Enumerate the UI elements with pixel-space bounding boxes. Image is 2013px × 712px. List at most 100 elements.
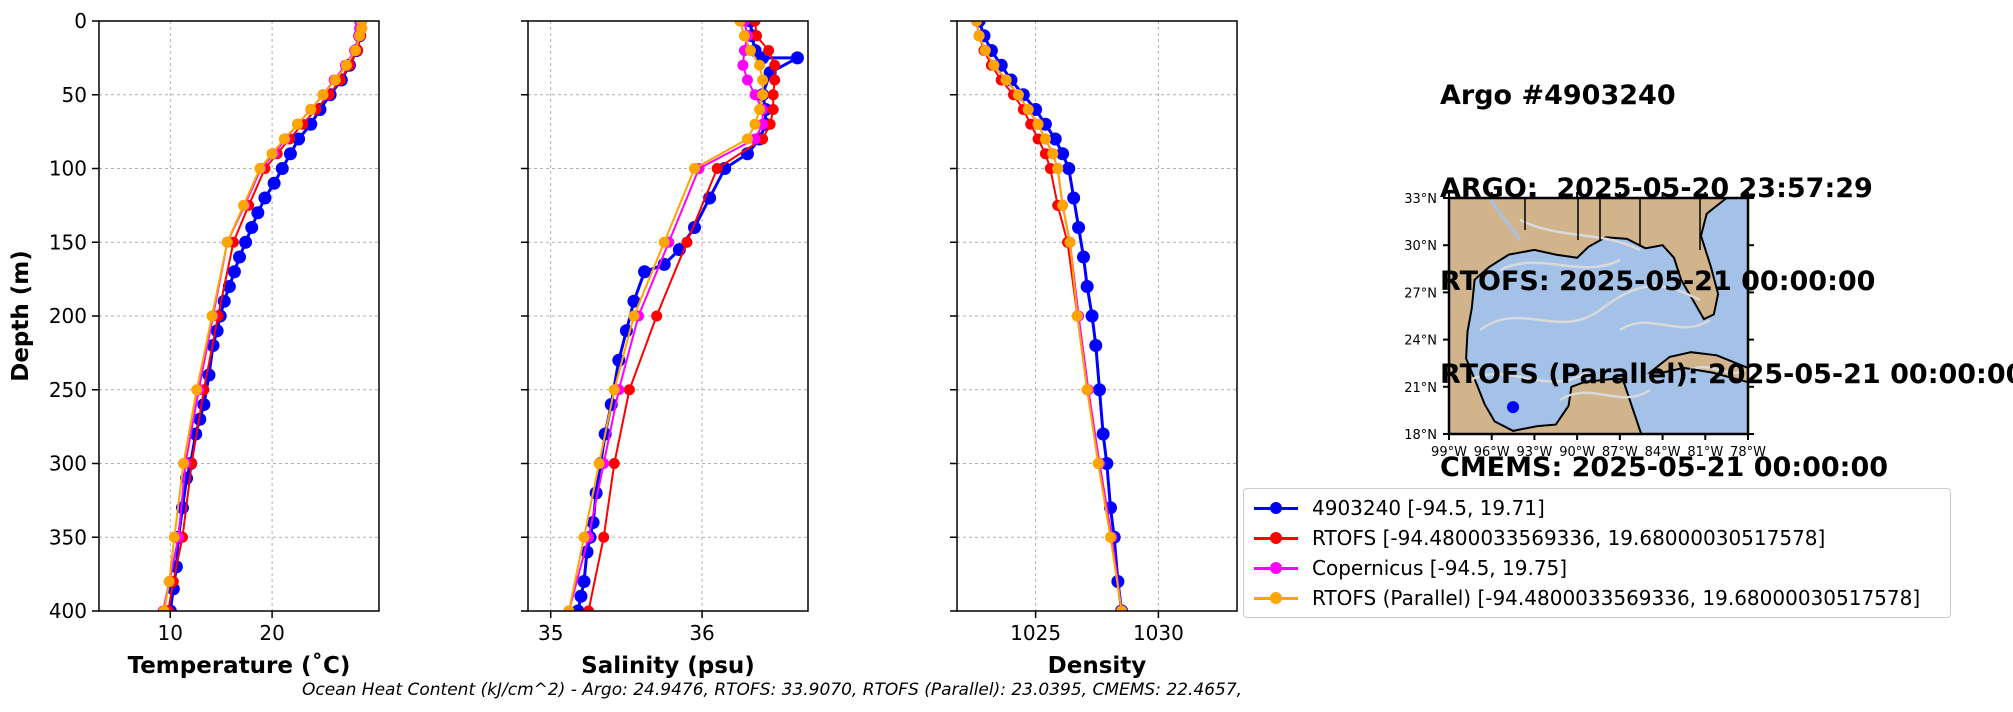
data-point-rtofs-parallel [563, 605, 575, 611]
data-point-rtofs-parallel [1105, 531, 1117, 543]
legend-marker-rtofs-parallel [1254, 583, 1298, 613]
data-point-rtofs [764, 118, 776, 130]
gulf-location-map: 33°N 30°N 27°N 24°N 21°N 18°N 99°W 96°W 93°W 90°W… [1404, 192, 1766, 460]
lat-tick-label: 21°N [1404, 381, 1437, 396]
lon-tick-label: 99°W [1431, 445, 1467, 460]
ohc-footer: Ocean Heat Content (kJ/cm^2) - Argo: 24.… [302, 680, 1243, 700]
data-point-rtofs-parallel [741, 133, 753, 145]
data-point-rtofs-parallel [1032, 118, 1044, 130]
x-tick-label: 1025 [1010, 621, 1061, 645]
series-line-rtofs [587, 21, 776, 611]
data-point-rtofs-parallel [278, 133, 290, 145]
water-area [1465, 198, 1748, 434]
data-point-rtofs-parallel [971, 21, 983, 27]
data-point-rtofs [749, 21, 761, 27]
data-point-rtofs-parallel [658, 236, 670, 248]
lon-tick-label: 81°W [1687, 445, 1723, 460]
profile-panel-temperature-c: 10 20050100150200250300350400Temperature … [8, 9, 380, 679]
x-tick-label: 35 [538, 621, 563, 645]
legend-entry-rtofs-parallel: RTOFS (Parallel) [-94.4800033569336, 19.… [1244, 583, 1920, 613]
data-point-rtofs [767, 89, 779, 101]
profile-panel-salinity-psu: 35 36 Salinity (psu) [521, 20, 809, 679]
data-point-rtofs [767, 104, 779, 115]
lat-tick-label: 24°N [1404, 334, 1437, 349]
data-point-4903240 [258, 191, 272, 205]
data-point-rtofs-parallel [206, 310, 218, 322]
y-tick-label: 50 [62, 83, 87, 107]
data-point-4903240 [1092, 383, 1106, 397]
profile-panel-density: 1025 1030 Density [950, 20, 1238, 679]
data-point-rtofs-parallel [178, 458, 190, 469]
data-point-4903240 [227, 265, 241, 279]
data-point-4903240 [571, 604, 585, 611]
legend-entry-copernicus: Copernicus [-94.5, 19.75] [1244, 553, 1567, 583]
lon-tick-label: 78°W [1730, 445, 1766, 460]
data-point-rtofs [757, 133, 769, 145]
data-point-4903240 [638, 265, 652, 279]
data-point-4903240 [197, 398, 211, 411]
data-point-4903240 [233, 250, 247, 264]
data-point-rtofs-parallel [754, 59, 766, 71]
legend-marker-argo [1254, 493, 1298, 523]
x-tick-label: 20 [259, 621, 284, 645]
data-point-rtofs [681, 236, 693, 248]
data-point-4903240 [790, 51, 804, 65]
state-borders [1524, 198, 1701, 250]
data-point-4903240 [627, 294, 641, 308]
series-group [157, 21, 368, 611]
data-point-rtofs-parallel [578, 531, 590, 543]
data-point-rtofs [769, 59, 781, 71]
data-point-rtofs-parallel [254, 163, 266, 174]
data-point-rtofs-parallel [221, 236, 233, 248]
data-point-4903240 [1072, 221, 1086, 234]
y-tick-label: 0 [74, 9, 87, 33]
data-point-copernicus [757, 118, 769, 130]
y-tick-label: 100 [49, 157, 87, 181]
legend-label-rtofs: RTOFS [-94.4800033569336, 19.68000030517… [1312, 526, 1826, 550]
data-point-rtofs-parallel [292, 118, 304, 130]
data-point-4903240 [239, 235, 253, 249]
data-point-rtofs [711, 163, 723, 174]
data-point-rtofs-parallel [1047, 148, 1059, 160]
data-point-rtofs-parallel [973, 30, 985, 42]
y-tick-label: 200 [49, 304, 87, 328]
y-tick-label: 350 [49, 525, 87, 549]
data-point-rtofs-parallel [608, 384, 620, 396]
data-point-rtofs-parallel [593, 458, 605, 469]
lon-tick-label: 93°W [1516, 445, 1552, 460]
data-point-rtofs-parallel [757, 74, 769, 86]
data-point-4903240 [245, 221, 259, 234]
data-point-rtofs-parallel [305, 104, 317, 115]
y-tick-label: 300 [49, 452, 87, 476]
data-point-4903240 [574, 589, 588, 603]
legend: 4903240 [-94.5, 19.71] RTOFS [-94.480003… [1243, 488, 1951, 618]
y-axis-label: Depth (m) [8, 250, 34, 382]
title-line-argo-time: ARGO: 2025-05-20 23:57:29 [1440, 173, 1873, 204]
data-point-rtofs-parallel [340, 59, 352, 71]
data-point-rtofs-parallel [1064, 236, 1076, 248]
data-point-rtofs-parallel [1000, 74, 1012, 86]
data-point-4903240 [202, 368, 216, 382]
data-point-4903240 [304, 117, 318, 131]
lat-tick-label: 18°N [1404, 428, 1437, 443]
data-point-4903240 [1076, 250, 1090, 264]
data-point-rtofs [608, 458, 620, 469]
data-point-4903240 [267, 176, 281, 190]
lon-tick-label: 90°W [1559, 445, 1595, 460]
data-point-rtofs-parallel [688, 163, 700, 174]
data-point-rtofs-parallel [1071, 310, 1083, 322]
data-point-4903240 [1080, 280, 1094, 293]
data-point-rtofs-parallel [266, 148, 278, 160]
x-axis-label: Density [1048, 653, 1147, 679]
data-point-rtofs [598, 531, 610, 543]
data-point-rtofs [651, 310, 663, 322]
series-line-4903240 [168, 21, 363, 611]
x-tick-label: 1030 [1133, 621, 1184, 645]
data-point-rtofs-parallel [749, 118, 761, 130]
title-line-rtofs-parallel-time: RTOFS (Parallel): 2025-05-21 00:00:00 [1440, 359, 2013, 390]
data-point-rtofs-parallel [1012, 89, 1024, 101]
legend-label-copernicus: Copernicus [-94.5, 19.75] [1312, 556, 1568, 580]
data-point-rtofs [583, 605, 595, 611]
data-point-4903240 [283, 147, 297, 161]
